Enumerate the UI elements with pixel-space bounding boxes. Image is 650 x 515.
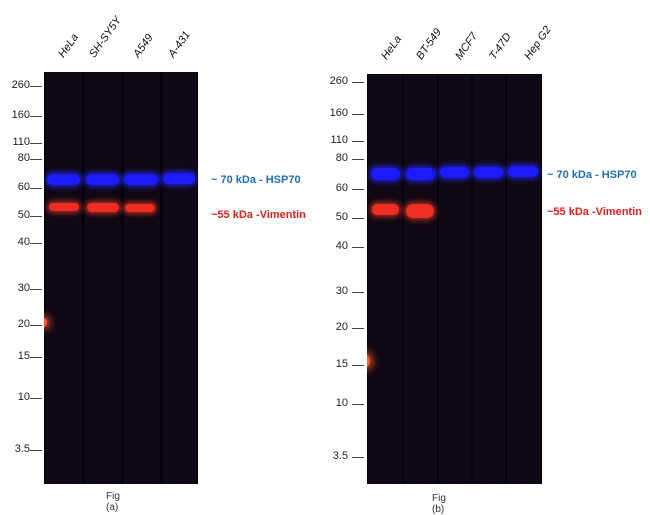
tick bbox=[30, 116, 42, 117]
tick bbox=[30, 188, 42, 189]
mw-30-a: 30 bbox=[17, 282, 30, 294]
mw-160-b: 160 bbox=[329, 107, 348, 119]
mw-110-b: 110 bbox=[330, 134, 348, 146]
hsp70-band bbox=[440, 167, 469, 178]
mw-20-b: 20 bbox=[335, 321, 348, 333]
tick bbox=[352, 141, 364, 142]
ladder-marker-spot bbox=[44, 318, 47, 327]
mw-3p5-a: 3.5 bbox=[14, 443, 30, 455]
tick bbox=[30, 243, 42, 244]
lane-label-shsy5y: SH-SY5Y bbox=[87, 14, 125, 60]
tick bbox=[30, 289, 42, 290]
hsp70-band bbox=[371, 168, 400, 180]
lane-label-hepg2: Hep G2 bbox=[522, 24, 554, 63]
hsp70-band bbox=[508, 166, 538, 177]
tick bbox=[352, 159, 364, 160]
mw-60-a: 60 bbox=[17, 181, 30, 193]
mw-40-a: 40 bbox=[17, 236, 30, 248]
lane-label-t47d: T-47D bbox=[487, 30, 514, 62]
tick bbox=[352, 114, 364, 115]
vimentin-annotation-b: ~55 kDa -Vimentin bbox=[547, 206, 642, 218]
mw-260-a: 260 bbox=[11, 79, 30, 91]
tick bbox=[352, 457, 364, 458]
tick bbox=[352, 292, 364, 293]
mw-3p5-b: 3.5 bbox=[332, 450, 348, 462]
mw-15-b: 15 bbox=[335, 358, 348, 370]
vimentin-band bbox=[372, 204, 399, 215]
lane-label-mcf7: MCF7 bbox=[453, 30, 481, 62]
vimentin-annotation-a: ~55 kDa -Vimentin bbox=[211, 209, 306, 221]
tick bbox=[30, 325, 42, 326]
hsp70-band bbox=[124, 174, 158, 185]
tick bbox=[352, 404, 364, 405]
tick bbox=[30, 450, 42, 451]
mw-50-a: 50 bbox=[17, 209, 30, 221]
hsp70-band bbox=[163, 173, 195, 184]
mw-30-b: 30 bbox=[335, 285, 348, 297]
mw-40-b: 40 bbox=[335, 240, 348, 252]
lane-label-hela-a: HeLa bbox=[56, 31, 82, 60]
vimentin-band bbox=[406, 204, 434, 218]
hsp70-annotation-a: ~ 70 kDa - HSP70 bbox=[211, 174, 301, 186]
mw-260-b: 260 bbox=[329, 75, 348, 87]
vimentin-band bbox=[87, 203, 119, 212]
mw-60-b: 60 bbox=[335, 182, 348, 194]
blot-image-b bbox=[367, 74, 542, 484]
lane-label-a549: A549 bbox=[131, 32, 156, 60]
caption-a: Fig (a) bbox=[106, 491, 120, 513]
ladder-marker-spot bbox=[367, 355, 370, 367]
mw-10-a: 10 bbox=[17, 391, 30, 403]
hsp70-band bbox=[86, 174, 119, 185]
lane-label-hela-b: HeLa bbox=[379, 33, 405, 62]
tick bbox=[30, 159, 42, 160]
mw-80-a: 80 bbox=[17, 152, 30, 164]
tick bbox=[30, 398, 42, 399]
mw-110-a: 110 bbox=[12, 136, 30, 148]
hsp70-band bbox=[406, 168, 435, 180]
tick bbox=[30, 357, 42, 358]
tick bbox=[352, 82, 364, 83]
mw-10-b: 10 bbox=[335, 397, 348, 409]
mw-20-a: 20 bbox=[17, 318, 30, 330]
tick bbox=[30, 216, 42, 217]
tick bbox=[352, 365, 364, 366]
tick bbox=[352, 328, 364, 329]
mw-160-a: 160 bbox=[11, 109, 30, 121]
tick bbox=[352, 189, 364, 190]
tick bbox=[352, 218, 364, 219]
hsp70-band bbox=[47, 174, 80, 185]
tick bbox=[30, 86, 42, 87]
hsp70-annotation-b: ~ 70 kDa - HSP70 bbox=[547, 169, 637, 181]
blot-image-a bbox=[44, 72, 198, 484]
vimentin-band bbox=[125, 204, 155, 212]
lane-label-bt549: BT-549 bbox=[414, 26, 445, 62]
mw-80-b: 80 bbox=[335, 152, 348, 164]
hsp70-band bbox=[474, 167, 503, 178]
mw-50-b: 50 bbox=[335, 211, 348, 223]
vimentin-band bbox=[49, 203, 79, 211]
mw-15-a: 15 bbox=[17, 350, 30, 362]
caption-b: Fig (b) bbox=[432, 493, 446, 515]
tick bbox=[352, 247, 364, 248]
tick bbox=[30, 143, 42, 144]
lane-label-a431: A-431 bbox=[166, 29, 193, 60]
